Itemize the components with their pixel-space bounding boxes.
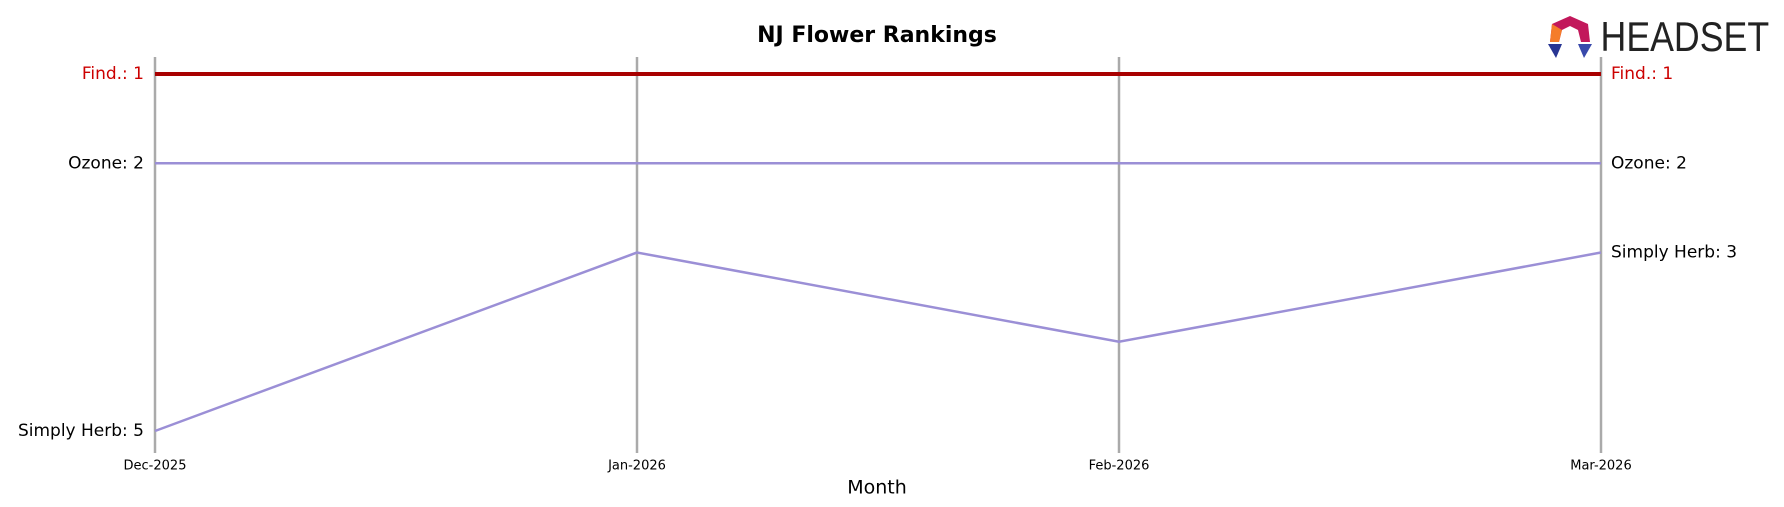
value-label: Simply Herb: 3 <box>1611 243 1737 263</box>
chart-title: NJ Flower Rankings <box>757 23 997 48</box>
value-label: Find.: 1 <box>82 64 144 84</box>
x-axis-label: Month <box>847 477 907 499</box>
logo-icon <box>1578 44 1592 58</box>
value-label: Ozone: 2 <box>68 153 144 173</box>
x-tick-label: Mar-2026 <box>1570 459 1631 474</box>
value-label: Ozone: 2 <box>1611 153 1687 173</box>
x-tick-label: Jan-2026 <box>607 459 666 474</box>
value-label: Find.: 1 <box>1611 64 1673 84</box>
logo: HEADSET <box>1548 14 1770 61</box>
value-label: Simply Herb: 5 <box>18 421 144 441</box>
x-tick-label: Feb-2026 <box>1089 459 1150 474</box>
logo-icon <box>1550 24 1562 42</box>
x-tick-label: Dec-2025 <box>124 459 187 474</box>
series-line <box>154 251 1602 433</box>
logo-icon <box>1548 44 1562 58</box>
logo-text: HEADSET <box>1601 14 1770 60</box>
